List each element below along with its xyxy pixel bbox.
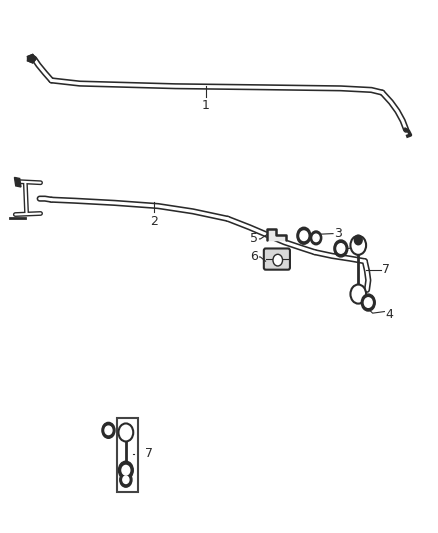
- Circle shape: [350, 285, 366, 304]
- Circle shape: [122, 465, 130, 475]
- Circle shape: [334, 240, 348, 257]
- Circle shape: [354, 235, 362, 245]
- Circle shape: [102, 422, 115, 438]
- Circle shape: [123, 476, 129, 483]
- Circle shape: [297, 227, 311, 244]
- Circle shape: [364, 298, 372, 308]
- Circle shape: [350, 236, 366, 255]
- Text: 4: 4: [356, 241, 364, 254]
- Circle shape: [313, 234, 319, 241]
- Text: 7: 7: [382, 263, 390, 276]
- Polygon shape: [267, 229, 286, 240]
- Circle shape: [361, 294, 375, 311]
- Polygon shape: [14, 177, 21, 187]
- Text: 4: 4: [385, 308, 393, 321]
- Circle shape: [273, 254, 283, 266]
- Circle shape: [105, 426, 112, 434]
- Text: 3: 3: [334, 227, 342, 240]
- Circle shape: [300, 231, 308, 240]
- FancyBboxPatch shape: [264, 248, 290, 270]
- Text: 7: 7: [145, 448, 153, 461]
- Polygon shape: [28, 54, 36, 63]
- Text: 5: 5: [250, 232, 258, 245]
- Text: 6: 6: [250, 251, 258, 263]
- Circle shape: [311, 231, 322, 245]
- Circle shape: [337, 244, 345, 253]
- Text: 2: 2: [150, 215, 158, 228]
- Text: 1: 1: [202, 100, 210, 112]
- Circle shape: [118, 461, 133, 479]
- Circle shape: [120, 472, 132, 487]
- Bar: [117, 418, 138, 492]
- Circle shape: [118, 423, 133, 441]
